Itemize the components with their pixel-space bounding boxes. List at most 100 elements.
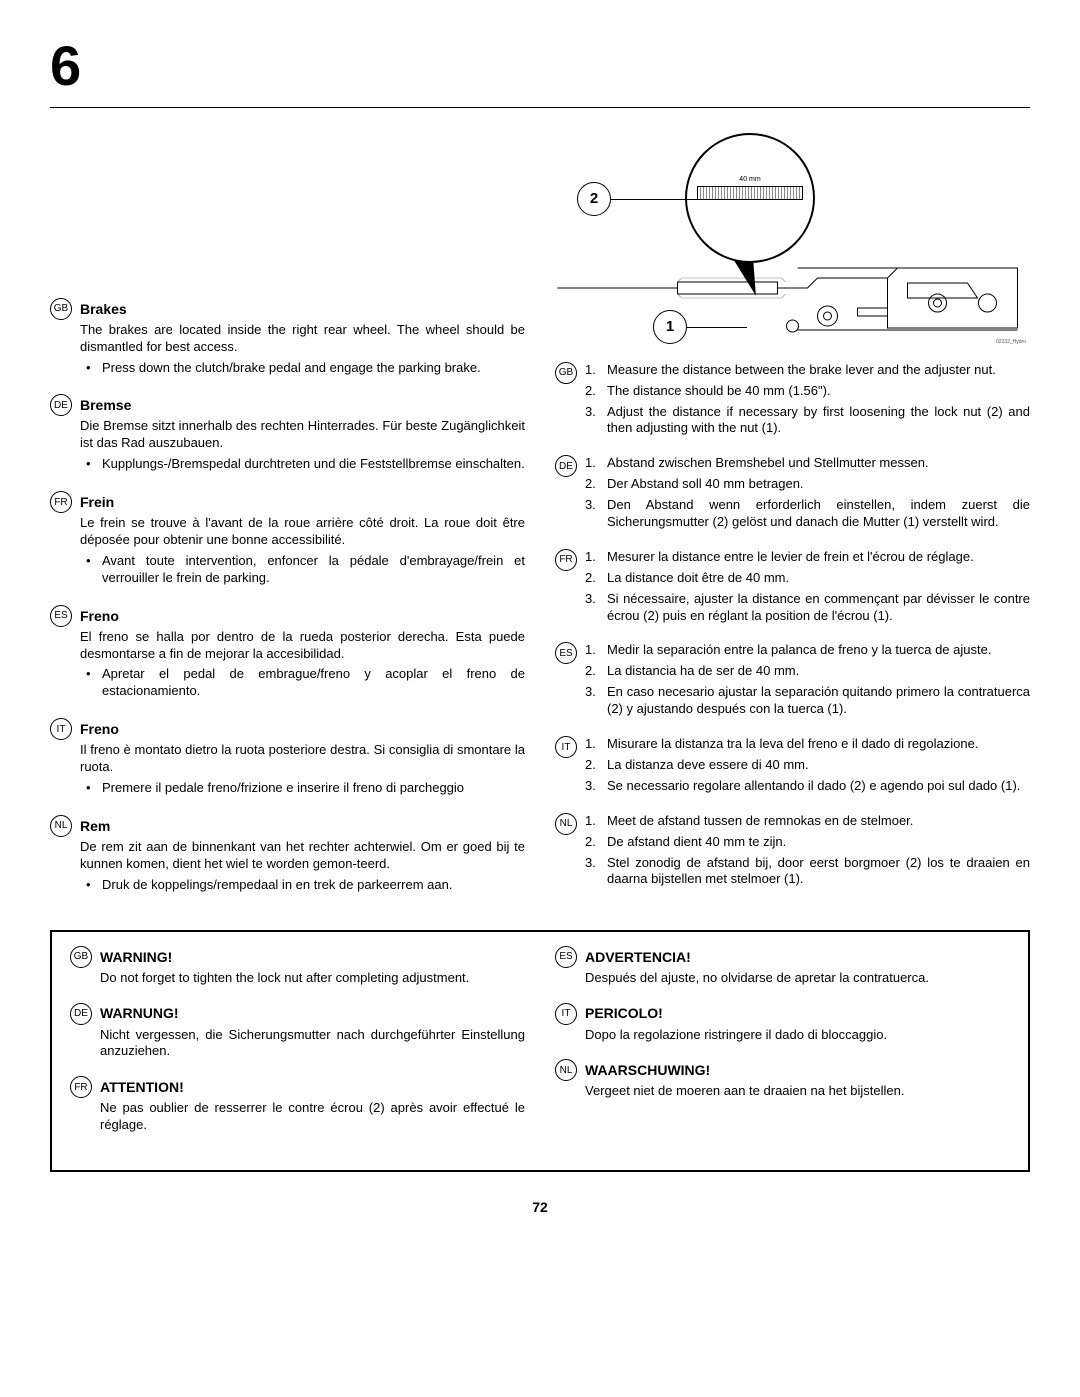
lang-badge-de: DE (70, 1003, 92, 1025)
warning-title: ADVERTENCIA! (585, 948, 691, 966)
step-item: La distanza deve essere di 40 mm. (585, 757, 1030, 774)
section-it-freno: IT Freno Il freno è montato dietro la ru… (50, 718, 525, 797)
steps-gb: GB Measure the distance between the brak… (555, 362, 1030, 442)
lang-badge-fr: FR (70, 1076, 92, 1098)
lang-badge-nl: NL (555, 813, 577, 835)
brake-diagram: 2 1 40 mm (555, 128, 1030, 348)
leader-line (611, 199, 711, 200)
lang-badge-gb: GB (70, 946, 92, 968)
step-item: Der Abstand soll 40 mm betragen. (585, 476, 1030, 493)
section-intro: El freno se halla por dentro de la rueda… (80, 629, 525, 663)
lang-badge-gb: GB (555, 362, 577, 384)
left-column: GB Brakes The brakes are located inside … (50, 128, 525, 912)
leader-line (687, 327, 747, 328)
step-item: Se necessario regolare allentando il dad… (585, 778, 1030, 795)
step-item: Stel zonodig de afstand bij, door eerst … (585, 855, 1030, 889)
lang-badge-es: ES (555, 642, 577, 664)
steps-fr: FR Mesurer la distance entre le levier d… (555, 549, 1030, 629)
warning-title: ATTENTION! (100, 1078, 184, 1096)
warning-nl: NL WAARSCHUWING! Vergeet niet de moeren … (555, 1059, 1010, 1100)
lang-badge-nl: NL (50, 815, 72, 837)
step-item: Abstand zwischen Bremshebel und Stellmut… (585, 455, 1030, 472)
section-fr-frein: FR Frein Le frein se trouve à l'avant de… (50, 491, 525, 587)
lang-badge-it: IT (555, 736, 577, 758)
steps-es: ES Medir la separación entre la palanca … (555, 642, 1030, 722)
lang-badge-es: ES (555, 946, 577, 968)
bullet-item: Avant toute intervention, enfoncer la pé… (80, 553, 525, 587)
lang-badge-fr: FR (555, 549, 577, 571)
lang-badge-fr: FR (50, 491, 72, 513)
step-item: The distance should be 40 mm (1.56"). (585, 383, 1030, 400)
section-intro: Die Bremse sitzt innerhalb des rechten H… (80, 418, 525, 452)
detail-view-circle: 40 mm (685, 133, 815, 263)
warning-title: WARNING! (100, 948, 172, 966)
step-item: Den Abstand wenn erforderlich einstellen… (585, 497, 1030, 531)
lang-badge-nl: NL (555, 1059, 577, 1081)
bullet-item: Apretar el pedal de embrague/freno y aco… (80, 666, 525, 700)
section-intro: Le frein se trouve à l'avant de la roue … (80, 515, 525, 549)
section-title: Brakes (80, 300, 127, 318)
steps-it: IT Misurare la distanza tra la leva del … (555, 736, 1030, 799)
step-item: Adjust the distance if necessary by firs… (585, 404, 1030, 438)
section-nl-rem: NL Rem De rem zit aan de binnenkant van … (50, 815, 525, 894)
diagram-id-label: 02232_Hydro (996, 339, 1026, 346)
warning-body: Dopo la regolazione ristringere il dado … (585, 1027, 1010, 1044)
main-columns: GB Brakes The brakes are located inside … (50, 128, 1030, 912)
warning-title: WARNUNG! (100, 1004, 179, 1022)
lang-badge-es: ES (50, 605, 72, 627)
callout-1: 1 (653, 310, 687, 344)
warning-fr: FR ATTENTION! Ne pas oublier de resserre… (70, 1076, 525, 1134)
step-item: Misurare la distanza tra la leva del fre… (585, 736, 1030, 753)
lang-badge-it: IT (50, 718, 72, 740)
section-title: Rem (80, 817, 110, 835)
step-item: En caso necesario ajustar la separación … (585, 684, 1030, 718)
warning-col-right: ES ADVERTENCIA! Después del ajuste, no o… (555, 946, 1010, 1150)
section-intro: The brakes are located inside the right … (80, 322, 525, 356)
warning-title: WAARSCHUWING! (585, 1061, 710, 1079)
bullet-item: Kupplungs-/Bremspedal durchtreten und di… (80, 456, 525, 473)
right-column: 2 1 40 mm (555, 128, 1030, 912)
warning-gb: GB WARNING! Do not forget to tighten the… (70, 946, 525, 987)
warning-body: Ne pas oublier de resserrer le contre éc… (100, 1100, 525, 1134)
step-item: De afstand dient 40 mm te zijn. (585, 834, 1030, 851)
section-intro: De rem zit aan de binnenkant van het rec… (80, 839, 525, 873)
step-item: Medir la separación entre la palanca de … (585, 642, 1030, 659)
lang-badge-de: DE (555, 455, 577, 477)
chapter-number: 6 (50, 30, 1030, 103)
steps-de: DE Abstand zwischen Bremshebel und Stell… (555, 455, 1030, 535)
dimension-label: 40 mm (697, 175, 803, 184)
section-title: Freno (80, 720, 119, 738)
step-item: Si nécessaire, ajuster la distance en co… (585, 591, 1030, 625)
warning-body: Vergeet niet de moeren aan te draaien na… (585, 1083, 1010, 1100)
lang-badge-de: DE (50, 394, 72, 416)
section-gb-brakes: GB Brakes The brakes are located inside … (50, 298, 525, 377)
lang-badge-it: IT (555, 1003, 577, 1025)
section-de-bremse: DE Bremse Die Bremse sitzt innerhalb des… (50, 394, 525, 473)
warning-body: Nicht vergessen, die Sicherungsmutter na… (100, 1027, 525, 1061)
step-item: La distance doit être de 40 mm. (585, 570, 1030, 587)
section-title: Bremse (80, 396, 131, 414)
warning-col-left: GB WARNING! Do not forget to tighten the… (70, 946, 525, 1150)
section-es-freno: ES Freno El freno se halla por dentro de… (50, 605, 525, 701)
lang-badge-gb: GB (50, 298, 72, 320)
mechanism-outline (555, 248, 1030, 348)
bullet-item: Premere il pedale freno/frizione e inser… (80, 780, 525, 797)
step-item: Measure the distance between the brake l… (585, 362, 1030, 379)
step-item: La distancia ha de ser de 40 mm. (585, 663, 1030, 680)
bullet-item: Druk de koppelings/rempedaal in en trek … (80, 877, 525, 894)
warning-box: GB WARNING! Do not forget to tighten the… (50, 930, 1030, 1172)
warning-es: ES ADVERTENCIA! Después del ajuste, no o… (555, 946, 1010, 987)
warning-body: Después del ajuste, no olvidarse de apre… (585, 970, 1010, 987)
warning-de: DE WARNUNG! Nicht vergessen, die Sicheru… (70, 1003, 525, 1061)
page-number: 72 (50, 1198, 1030, 1216)
section-title: Frein (80, 493, 114, 511)
steps-nl: NL Meet de afstand tussen de remnokas en… (555, 813, 1030, 893)
step-item: Mesurer la distance entre le levier de f… (585, 549, 1030, 566)
step-item: Meet de afstand tussen de remnokas en de… (585, 813, 1030, 830)
warning-title: PERICOLO! (585, 1004, 663, 1022)
warning-it: IT PERICOLO! Dopo la regolazione ristrin… (555, 1003, 1010, 1044)
warning-body: Do not forget to tighten the lock nut af… (100, 970, 525, 987)
callout-2: 2 (577, 182, 611, 216)
section-title: Freno (80, 607, 119, 625)
top-rule (50, 107, 1030, 108)
